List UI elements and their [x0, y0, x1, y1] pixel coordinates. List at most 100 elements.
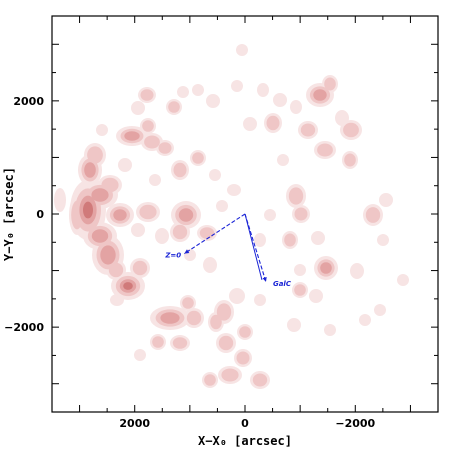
contour-patch — [273, 93, 287, 107]
contour-patch — [324, 77, 336, 91]
contour-patch — [139, 204, 157, 220]
contour-patch — [397, 274, 409, 286]
contour-patch — [144, 135, 160, 149]
vector-line-1 — [244, 213, 267, 283]
contour-patch — [178, 208, 194, 222]
contour-patch — [284, 233, 296, 247]
contour-patch — [149, 174, 161, 186]
contour-patch — [365, 207, 381, 223]
contour-patch — [132, 260, 148, 276]
contour-patch — [84, 162, 96, 178]
vector-label-1: GalC — [273, 280, 292, 288]
contour-patch — [252, 373, 268, 387]
contour-patch — [344, 153, 356, 167]
contour-level-4 — [83, 201, 133, 290]
contour-patch — [118, 158, 132, 172]
contour-patch — [277, 154, 289, 166]
x-tick-label: 0 — [241, 417, 249, 430]
contour-patch — [158, 142, 172, 154]
contour-patch — [335, 110, 349, 126]
axis-ticks: 2000 0 −2000 2000 0 −2000 — [4, 15, 439, 430]
contour-patch — [320, 262, 332, 274]
density-contours — [54, 44, 409, 389]
contour-patch — [186, 310, 202, 326]
contour-patch — [123, 282, 133, 290]
contour-patch — [379, 193, 393, 207]
contour-patch — [343, 122, 359, 138]
direction-vectors: Z=0 GalC — [164, 213, 292, 288]
contour-patch — [177, 86, 189, 98]
contour-patch — [254, 233, 266, 247]
contour-patch — [101, 177, 119, 193]
contour-patch — [100, 245, 116, 265]
contour-patch — [294, 264, 306, 276]
contour-patch — [168, 101, 180, 113]
contour-patch — [131, 223, 145, 237]
contour-patch — [192, 84, 204, 96]
contour-patch — [216, 200, 228, 212]
contour-patch — [231, 80, 243, 92]
contour-patch — [131, 101, 145, 115]
contour-patch — [374, 304, 386, 316]
contour-patch — [206, 94, 220, 108]
contour-patch — [236, 351, 250, 365]
contour-patch — [309, 289, 323, 303]
x-axis-label: X−X₀ [arcsec] — [198, 434, 292, 448]
vector-line-1-b — [244, 213, 263, 281]
contour-patch — [173, 162, 187, 178]
vector-line-0 — [184, 213, 246, 255]
contour-patch — [155, 228, 169, 244]
contour-patch — [87, 146, 103, 164]
contour-patch — [324, 324, 336, 336]
contour-patch — [294, 207, 308, 221]
contour-patch — [236, 44, 248, 56]
contour-patch — [96, 124, 108, 136]
contour-patch — [377, 234, 389, 246]
contour-patch — [300, 123, 316, 137]
contour-patch — [91, 229, 109, 243]
contour-patch — [317, 143, 333, 157]
y-tick-label: 0 — [36, 208, 44, 221]
contour-patch — [142, 120, 154, 132]
vector-arrowhead-0 — [184, 249, 190, 254]
contour-patch — [124, 131, 140, 141]
contour-patch — [229, 288, 245, 304]
contour-level-1 — [54, 44, 409, 389]
contour-patch — [254, 294, 266, 306]
contour-patch — [203, 257, 217, 273]
contour-patch — [243, 117, 257, 131]
contour-patch — [266, 115, 280, 131]
vector-arrowhead-1 — [262, 276, 267, 282]
contour-patch — [182, 297, 194, 309]
contour-patch — [108, 262, 124, 278]
contour-patch — [83, 201, 93, 219]
contour-patch — [294, 284, 306, 296]
contour-patch — [209, 169, 221, 181]
contour-patch — [172, 337, 188, 349]
contour-patch — [91, 188, 109, 202]
contour-patch — [54, 188, 66, 212]
contour-patch — [311, 231, 325, 245]
contour-patch — [313, 89, 327, 101]
contour-patch — [210, 314, 222, 330]
contour-level-2 — [71, 77, 381, 387]
contour-patch — [359, 314, 371, 326]
contour-patch — [287, 318, 301, 332]
contour-patch — [192, 152, 204, 164]
y-tick-label: 2000 — [13, 95, 44, 108]
contour-patch — [221, 368, 239, 382]
vector-label-0: Z=0 — [164, 252, 181, 260]
contour-patch — [239, 326, 251, 338]
contour-patch — [113, 209, 127, 221]
contour-patch — [184, 249, 196, 261]
contour-patch — [134, 349, 146, 361]
contour-patch — [172, 224, 188, 240]
contour-patch — [160, 312, 180, 324]
contour-patch — [257, 83, 269, 97]
contour-patch — [199, 227, 215, 239]
contour-patch — [110, 294, 124, 306]
x-tick-label: −2000 — [335, 417, 375, 430]
y-axis-label: Y−Y₀ [arcsec] — [2, 167, 16, 261]
